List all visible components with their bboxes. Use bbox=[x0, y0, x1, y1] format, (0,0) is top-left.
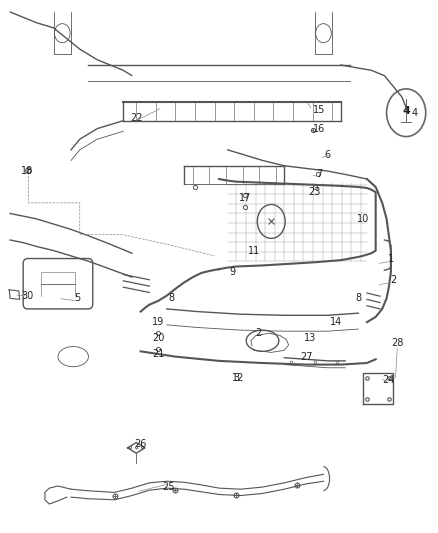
Text: 18: 18 bbox=[21, 166, 34, 176]
Text: 10: 10 bbox=[357, 214, 369, 224]
Text: 26: 26 bbox=[134, 439, 147, 449]
Text: 6: 6 bbox=[325, 150, 331, 160]
Text: 19: 19 bbox=[152, 317, 164, 327]
Text: 11: 11 bbox=[248, 246, 260, 256]
Text: 30: 30 bbox=[21, 290, 34, 301]
Text: 15: 15 bbox=[313, 105, 325, 115]
Text: 16: 16 bbox=[313, 124, 325, 134]
Text: 23: 23 bbox=[308, 187, 321, 197]
Text: 13: 13 bbox=[304, 333, 317, 343]
Text: 3: 3 bbox=[233, 373, 240, 383]
Text: 2: 2 bbox=[390, 274, 396, 285]
Text: 25: 25 bbox=[162, 481, 175, 491]
Text: 12: 12 bbox=[233, 373, 245, 383]
Text: 5: 5 bbox=[74, 293, 81, 303]
Text: 24: 24 bbox=[382, 375, 395, 385]
Text: 20: 20 bbox=[152, 333, 164, 343]
Text: 9: 9 bbox=[229, 267, 235, 277]
Text: 4: 4 bbox=[412, 108, 418, 118]
Text: 28: 28 bbox=[391, 338, 404, 349]
Text: 27: 27 bbox=[300, 352, 312, 361]
Text: 2: 2 bbox=[255, 328, 261, 338]
Text: 4: 4 bbox=[402, 106, 410, 116]
Text: 8: 8 bbox=[355, 293, 361, 303]
Text: 8: 8 bbox=[168, 293, 174, 303]
Text: 1: 1 bbox=[388, 254, 394, 263]
Text: 7: 7 bbox=[316, 169, 322, 179]
Text: 14: 14 bbox=[330, 317, 343, 327]
Text: 22: 22 bbox=[130, 113, 142, 123]
Text: 17: 17 bbox=[239, 192, 251, 203]
Text: 21: 21 bbox=[152, 349, 164, 359]
